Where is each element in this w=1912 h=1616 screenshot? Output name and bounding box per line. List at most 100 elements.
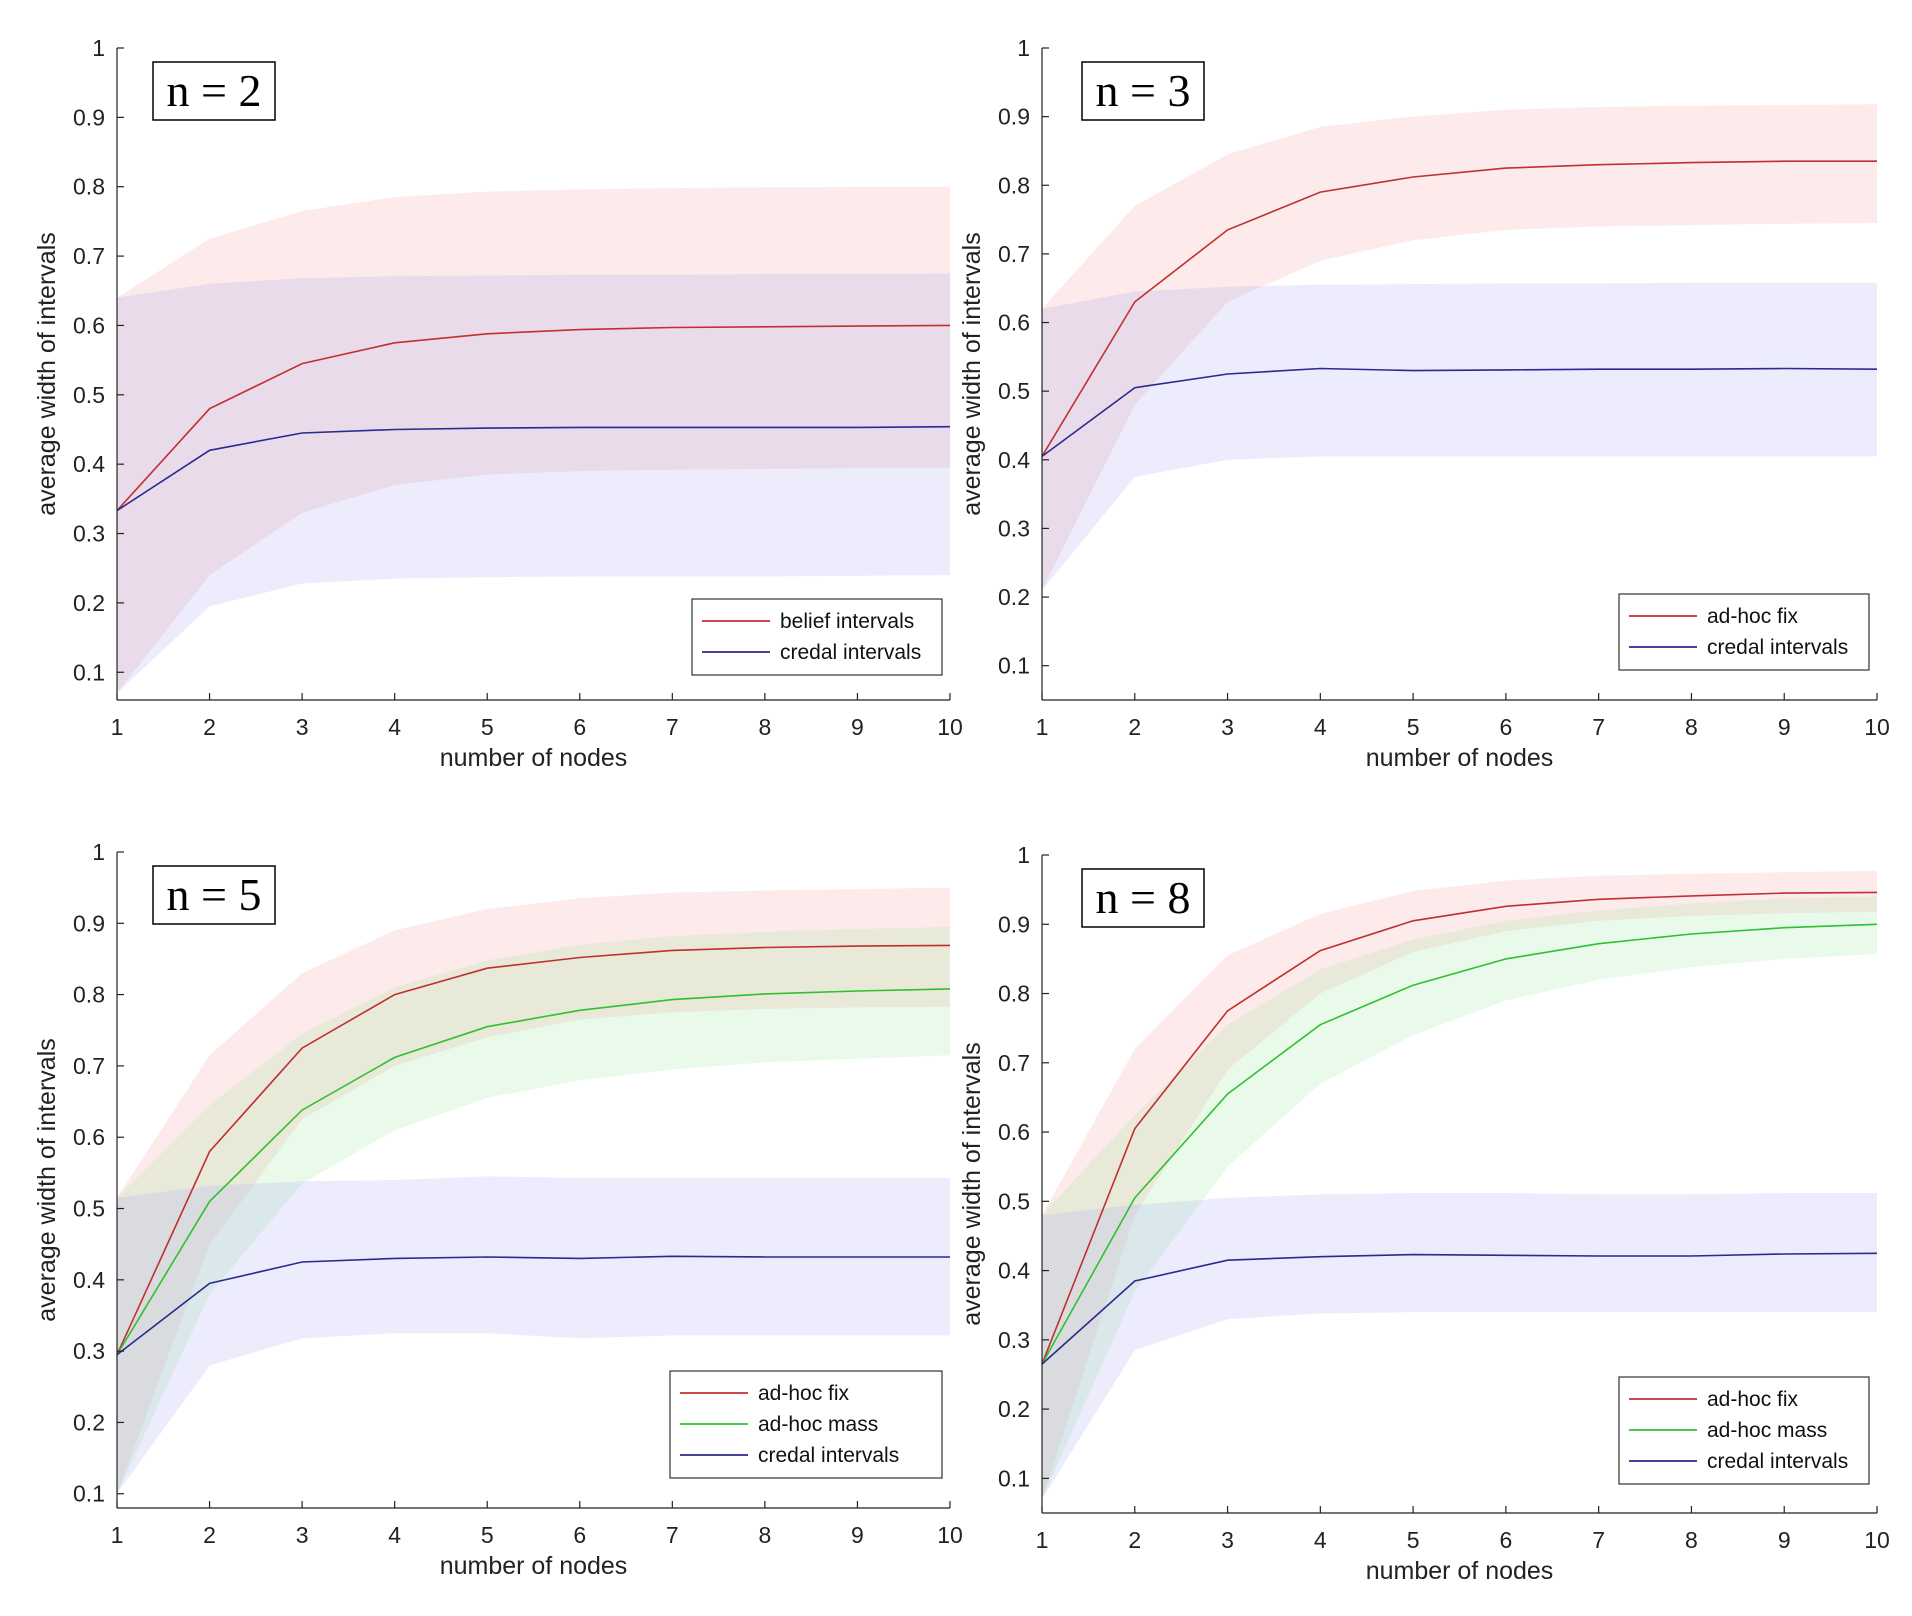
y-tick-label: 0.4 [73, 451, 105, 477]
y-tick-label: 0.2 [998, 584, 1030, 610]
y-tick-label: 0.9 [73, 104, 105, 130]
y-tick-label: 0.9 [998, 911, 1030, 937]
y-tick-label: 0.5 [73, 382, 105, 408]
x-tick-label: 6 [1499, 1527, 1512, 1553]
y-tick-label: 0.1 [73, 1481, 105, 1507]
x-tick-label: 7 [666, 1522, 679, 1548]
x-axis-label: number of nodes [440, 1552, 628, 1580]
x-tick-label: 9 [851, 1522, 864, 1548]
series-line-1-1 [116, 324, 951, 512]
y-tick-label: 0.8 [73, 982, 105, 1008]
y-tick-label: 0.5 [73, 1196, 105, 1222]
x-axis-label: number of nodes [440, 744, 628, 772]
x-tick-label: 4 [1314, 1527, 1327, 1553]
legend-label: credal intervals [780, 641, 921, 664]
y-tick-label: 0.7 [998, 241, 1030, 267]
x-tick-label: 8 [758, 1522, 771, 1548]
x-tick-label: 4 [1314, 714, 1327, 740]
band-3-2 [117, 926, 950, 1494]
x-tick-label: 10 [1864, 1527, 1890, 1553]
annotation-box [152, 61, 276, 121]
y-tick-label: 0.2 [73, 590, 105, 616]
x-tick-label: 9 [1778, 1527, 1791, 1553]
legend-label: ad-hoc mass [1707, 1419, 1827, 1442]
x-tick-label: 7 [1592, 714, 1605, 740]
y-tick-label: 0.1 [73, 659, 105, 685]
series-line-4-2 [1041, 923, 1878, 1365]
band-3-1 [117, 887, 950, 1494]
legend: ad-hoc fix ad-hoc mass credal intervals [669, 1370, 943, 1479]
legend: belief intervals credal intervals [691, 598, 943, 676]
y-tick-label: 0.8 [998, 981, 1030, 1007]
band-3-3 [117, 1176, 950, 1494]
y-tick-label: 0.9 [998, 104, 1030, 130]
annotation-box [152, 865, 276, 925]
y-tick-label: 0.6 [998, 1119, 1030, 1145]
chart-panel-4: 1 2 3 4 5 6 7 8 9 10 0.1 0.2 0.3 0.4 0.5 0.6 0.7 0.8 0.9 1 n… [958, 842, 1890, 1585]
series-line-2-2 [1041, 367, 1878, 458]
y-tick-label: 0.3 [998, 515, 1030, 541]
chart-panel-1: 1 2 3 4 5 6 7 8 9 10 0.1 0.2 0.3 0.4 0.5 0.6 0.7 0.8 0.9 1 n… [33, 35, 963, 772]
annotation-box [1081, 868, 1205, 928]
annotation-label: n = 2 [167, 65, 262, 116]
y-tick-label: 0.1 [998, 653, 1030, 679]
x-tick-label: 1 [1036, 714, 1049, 740]
legend-label: ad-hoc fix [1707, 1388, 1799, 1411]
x-axis-label: number of nodes [1366, 1557, 1554, 1585]
y-tick-label: 0.2 [73, 1409, 105, 1435]
x-tick-label: 8 [1685, 1527, 1698, 1553]
y-tick-label: 0.7 [998, 1050, 1030, 1076]
y-tick-label: 0.2 [998, 1396, 1030, 1422]
legend-label: credal intervals [1707, 1450, 1848, 1473]
x-tick-label: 7 [1592, 1527, 1605, 1553]
band-2-2 [1042, 282, 1877, 591]
annotation-box [1081, 61, 1205, 121]
y-tick-label: 0.9 [73, 910, 105, 936]
x-tick-label: 1 [1036, 1527, 1049, 1553]
y-tick-label: 0.1 [998, 1465, 1030, 1491]
y-tick-label: 0.6 [998, 310, 1030, 336]
series-line-3-1 [116, 944, 951, 1356]
x-tick-label: 10 [1864, 714, 1890, 740]
annotation-label: n = 8 [1096, 872, 1191, 923]
y-tick-label: 0.5 [998, 378, 1030, 404]
y-tick-label: 0.8 [998, 172, 1030, 198]
legend-box [1618, 593, 1870, 671]
x-tick-label: 3 [1221, 714, 1234, 740]
y-tick-label: 0.5 [998, 1188, 1030, 1214]
y-tick-label: 1 [92, 839, 105, 865]
y-tick-label: 0.3 [998, 1327, 1030, 1353]
x-tick-label: 1 [111, 1522, 124, 1548]
legend-label: belief intervals [780, 610, 914, 633]
series-line-3-2 [116, 988, 951, 1356]
x-tick-label: 6 [1499, 714, 1512, 740]
legend-label: ad-hoc mass [758, 1413, 878, 1436]
y-tick-label: 0.7 [73, 1053, 105, 1079]
series-line-1-2 [116, 425, 951, 512]
y-tick-label: 0.4 [998, 447, 1030, 473]
y-tick-label: 1 [92, 35, 105, 61]
x-tick-label: 5 [481, 1522, 494, 1548]
x-tick-label: 6 [573, 1522, 586, 1548]
y-tick-label: 0.7 [73, 243, 105, 269]
x-tick-label: 2 [203, 1522, 216, 1548]
x-tick-label: 8 [758, 714, 771, 740]
x-tick-label: 8 [1685, 714, 1698, 740]
x-tick-label: 1 [111, 714, 124, 740]
band-1-2 [117, 273, 950, 694]
x-tick-label: 6 [573, 714, 586, 740]
chart-panel-2: 1 2 3 4 5 6 7 8 9 10 0.1 0.2 0.3 0.4 0.5 0.6 0.7 0.8 0.9 1 n… [958, 35, 1890, 772]
y-tick-label: 0.4 [998, 1258, 1030, 1284]
y-axis-label: average width of intervals [958, 232, 986, 515]
series-line-2-1 [1041, 160, 1877, 457]
x-tick-label: 2 [1128, 1527, 1141, 1553]
chart-panel-3: 1 2 3 4 5 6 7 8 9 10 0.1 0.2 0.3 0.4 0.5 0.6 0.7 0.8 0.9 1 n… [33, 839, 963, 1580]
legend: ad-hoc fix ad-hoc mass credal intervals [1618, 1376, 1870, 1485]
x-tick-label: 2 [203, 714, 216, 740]
x-tick-label: 3 [296, 1522, 309, 1548]
y-axis-label: average width of intervals [33, 1038, 61, 1321]
y-axis-label: average width of intervals [958, 1042, 986, 1325]
y-tick-label: 0.3 [73, 1338, 105, 1364]
y-tick-label: 0.8 [73, 174, 105, 200]
